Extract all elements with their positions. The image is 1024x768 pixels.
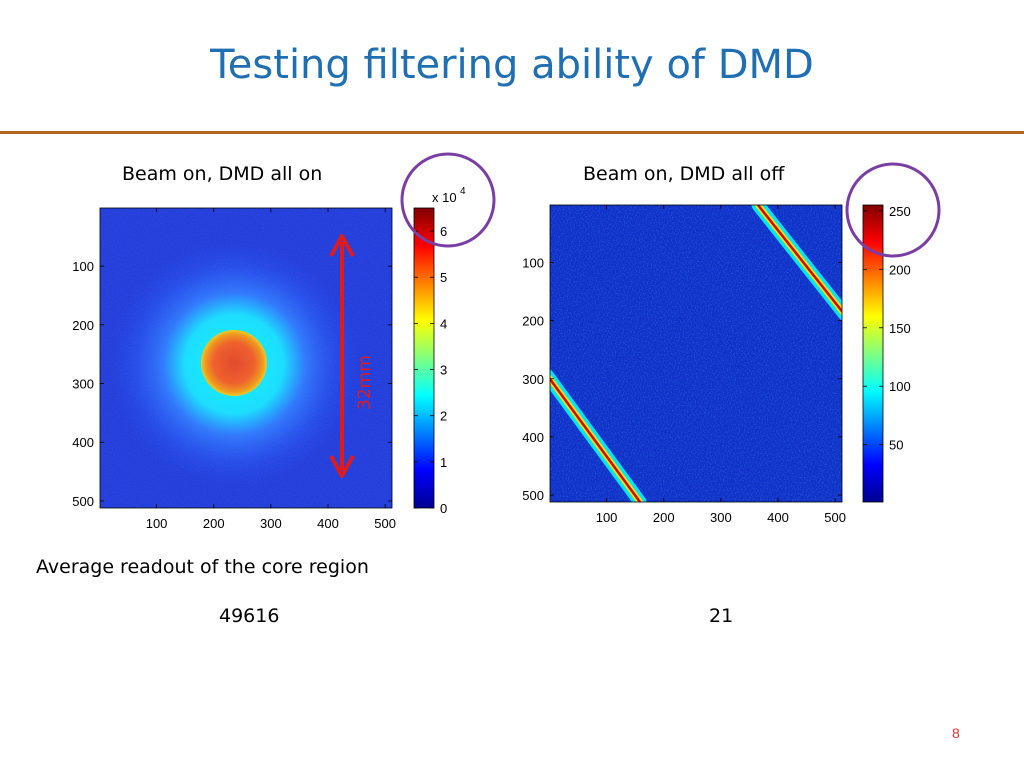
left-colorbar-ticks: 0 1 2 3 4 5 6 [414, 224, 447, 516]
left-x-tick-label: 100 [146, 516, 168, 531]
left-x-tick-label: 300 [260, 516, 282, 531]
scale-label: 32mm [355, 355, 375, 410]
right-heatmap-figure: 100 200 300 400 500 100 200 300 400 500 50 100 150 2… [522, 162, 941, 525]
scale-arrow [329, 234, 355, 478]
left-x-tick-label: 500 [374, 516, 396, 531]
right-plot-frame [549, 204, 843, 503]
left-y-tick-label: 400 [72, 435, 94, 450]
left-colorbar-tick-label: 6 [440, 224, 447, 239]
left-y-tick-label: 500 [72, 494, 94, 509]
right-colorbar-tick-label: 250 [889, 204, 911, 219]
left-panel-caption: Beam on, DMD all on [122, 163, 323, 185]
right-colorbar-tick-label: 50 [889, 438, 903, 453]
left-x-tick-label: 400 [317, 516, 339, 531]
left-colorbar-tick-label: 0 [440, 501, 447, 516]
right-colorbar [862, 204, 884, 503]
readout-value-right: 21 [709, 605, 734, 627]
left-x-tick-label: 200 [203, 516, 225, 531]
diffraction-streaks [550, 205, 842, 502]
readout-label: Average readout of the core region [36, 556, 369, 578]
left-colorbar-tick-label: 3 [440, 363, 447, 378]
left-highlight-circle [400, 152, 496, 248]
left-colorbar-tick-label: 5 [440, 270, 447, 285]
right-y-tick-label: 300 [522, 372, 544, 387]
left-colorbar-exponent: 4 [460, 186, 466, 197]
right-colorbar-tick-label: 150 [889, 321, 911, 336]
slide-title: Testing filtering ability of DMD [210, 42, 814, 88]
left-colorbar [413, 207, 435, 509]
left-y-tick-label: 200 [72, 318, 94, 333]
right-axis-ticks [550, 205, 842, 502]
left-colorbar-tick-label: 4 [440, 316, 447, 331]
left-plot-frame [99, 207, 393, 509]
right-colorbar-tick-label: 200 [889, 262, 911, 277]
right-y-tick-label: 500 [522, 488, 544, 503]
right-colorbar-ticks: 50 100 150 200 250 [863, 204, 911, 453]
left-colorbar-multiplier: x 10 [432, 190, 457, 205]
right-colorbar-tick-label: 100 [889, 379, 911, 394]
right-x-tick-label: 100 [596, 510, 618, 525]
right-x-tick-label: 300 [710, 510, 732, 525]
title-divider [0, 131, 1024, 134]
readout-value-left: 49616 [219, 605, 280, 627]
right-y-tick-label: 100 [522, 256, 544, 271]
left-y-tick-label: 300 [72, 377, 94, 392]
right-x-tick-label: 200 [653, 510, 675, 525]
left-heatmap-figure: 100 200 300 400 500 100 200 300 400 500 32mm 0 1 2 3… [72, 152, 496, 531]
right-x-tick-label: 500 [824, 510, 846, 525]
left-y-tick-label: 100 [72, 259, 94, 274]
right-axis-tick-labels: 100 200 300 400 500 100 200 300 400 500 [522, 256, 846, 525]
left-axis-tick-labels: 100 200 300 400 500 100 200 300 400 500 [72, 259, 396, 531]
right-panel-caption: Beam on, DMD all off [583, 163, 785, 185]
left-colorbar-tick-label: 2 [440, 409, 447, 424]
page-number: 8 [952, 725, 960, 741]
right-x-tick-label: 400 [767, 510, 789, 525]
left-colorbar-tick-label: 1 [440, 455, 447, 470]
left-axis-ticks [100, 208, 392, 508]
right-y-tick-label: 200 [522, 314, 544, 329]
right-y-tick-label: 400 [522, 430, 544, 445]
right-highlight-circle [845, 162, 941, 258]
